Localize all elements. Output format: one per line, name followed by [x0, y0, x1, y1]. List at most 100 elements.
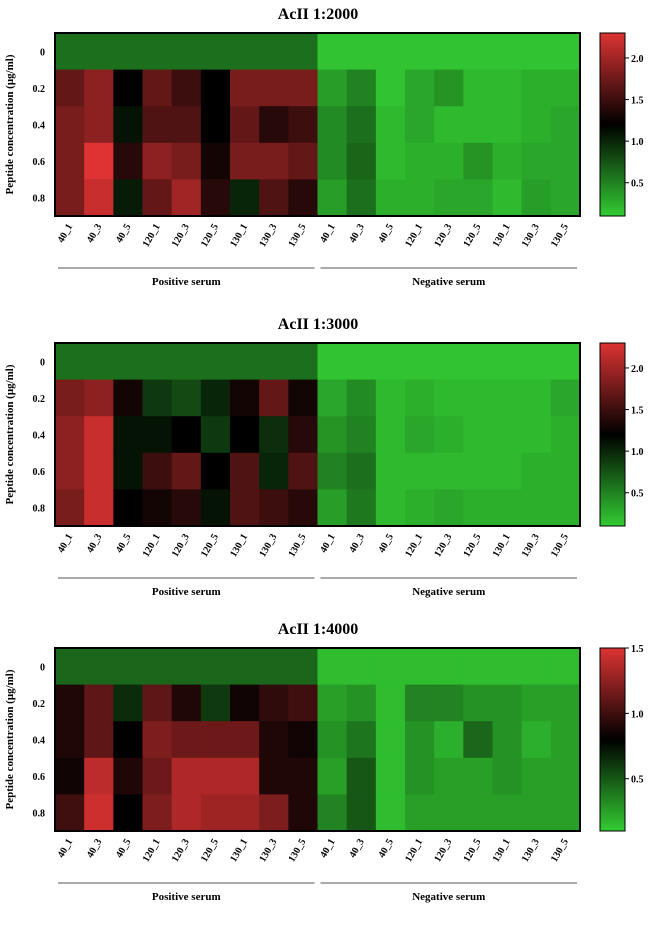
heatmap-cell: [346, 416, 377, 454]
heatmap-cell: [200, 33, 231, 71]
heatmap-cell: [463, 69, 493, 107]
x-tick-label: 120_1: [403, 222, 425, 249]
heatmap-cell: [171, 684, 202, 722]
heatmap-cell: [113, 416, 143, 454]
heatmap-cell: [317, 179, 348, 217]
heatmap-cell: [346, 757, 377, 795]
heatmap-cell: [375, 179, 406, 217]
heatmap-cell: [113, 379, 143, 417]
heatmap-cell: [230, 379, 260, 417]
heatmap-cell: [405, 343, 435, 381]
x-tick-label: 120_3: [432, 532, 454, 559]
heatmap-cell: [55, 343, 85, 381]
colorbar-tick-label: 0.5: [631, 775, 644, 786]
heatmap-cell: [317, 416, 348, 454]
heatmap-cell: [521, 684, 552, 722]
colorbar-tick-label: 1.5: [631, 406, 644, 417]
x-tick-label: 40_1: [318, 532, 338, 555]
heatmap-cell: [288, 489, 318, 527]
heatmap-cell: [171, 757, 202, 795]
heatmap-cell: [142, 648, 173, 686]
colorbar-tick-label: 2.0: [631, 54, 644, 65]
heatmap-cell: [113, 179, 143, 217]
heatmap-cell: [200, 416, 231, 454]
heatmap-cell: [405, 416, 435, 454]
heatmap-cell: [375, 684, 406, 722]
heatmap-cell: [230, 452, 260, 490]
heatmap-cell: [492, 379, 523, 417]
heatmap-cell: [288, 757, 318, 795]
heatmap-cell: [463, 489, 493, 527]
x-tick-label: 130_1: [228, 532, 250, 559]
heatmap-cell: [55, 757, 85, 795]
heatmap-cell: [434, 648, 464, 686]
heatmap-cell: [113, 489, 143, 527]
heatmap-cell: [463, 106, 493, 144]
heatmap-cell: [550, 379, 581, 417]
x-tick-label: 120_5: [461, 222, 483, 249]
heatmap-cell: [463, 721, 493, 759]
heatmap-cell: [142, 684, 173, 722]
heatmap-cell: [375, 489, 406, 527]
heatmap-cell: [375, 721, 406, 759]
x-tick-label: 130_1: [228, 222, 250, 249]
y-tick-label: 0.6: [33, 772, 46, 783]
x-tick-label: 120_3: [432, 837, 454, 864]
x-tick-label: 130_5: [549, 532, 571, 559]
heatmap-cell: [200, 794, 231, 832]
x-tick-label: 120_1: [141, 222, 163, 249]
colorbar: [599, 342, 626, 527]
heatmap-cell: [550, 648, 581, 686]
x-tick-label: 40_3: [85, 222, 105, 245]
heatmap-cell: [317, 721, 348, 759]
heatmap-cell: [317, 142, 348, 180]
heatmap-cell: [259, 489, 289, 527]
heatmap-cell: [375, 452, 406, 490]
heatmap-cell: [317, 648, 348, 686]
heatmap-cell: [288, 452, 318, 490]
heatmap-cell: [346, 179, 377, 217]
heatmap-cell: [434, 33, 464, 71]
heatmap-cell: [259, 379, 289, 417]
colorbar-tick-label: 1.0: [631, 447, 644, 458]
group-label: Negative serum: [412, 276, 485, 288]
heatmap-cell: [200, 343, 231, 381]
x-tick-label: 130_3: [520, 837, 542, 864]
heatmap-cell: [405, 648, 435, 686]
colorbar-tick-label: 2.0: [631, 364, 644, 375]
x-tick-label: 40_1: [56, 222, 76, 245]
heatmap-cell: [171, 489, 202, 527]
heatmap-cell: [259, 794, 289, 832]
x-tick-label: 40_5: [114, 532, 134, 555]
colorbar-tick-label: 1.0: [631, 709, 644, 720]
heatmap-cell: [434, 794, 464, 832]
x-tick-label: 130_3: [520, 532, 542, 559]
heatmap-cell: [492, 33, 523, 71]
heatmap-cell: [171, 33, 202, 71]
heatmap-cell: [288, 179, 318, 217]
y-axis-label: Peptide concentration (μg/ml): [4, 669, 16, 809]
group-label: Negative serum: [412, 586, 485, 598]
heatmap-cell: [463, 416, 493, 454]
y-tick-label: 0.2: [33, 394, 46, 405]
heatmap-cell: [434, 142, 464, 180]
heatmap-cell: [492, 69, 523, 107]
heatmap-cell: [463, 648, 493, 686]
heatmap-cell: [317, 69, 348, 107]
heatmap-cell: [84, 757, 114, 795]
heatmap-cell: [55, 379, 85, 417]
heatmap-cell: [55, 33, 85, 71]
heatmap-cell: [113, 69, 143, 107]
heatmap-cell: [346, 489, 377, 527]
heatmap-cell: [434, 452, 464, 490]
heatmap-cell: [463, 757, 493, 795]
heatmap-cell: [346, 721, 377, 759]
x-tick-label: 120_3: [170, 532, 192, 559]
heatmap-cell: [113, 33, 143, 71]
heatmap-cell: [434, 757, 464, 795]
x-tick-label: 40_5: [114, 222, 134, 245]
x-tick-label: 130_5: [549, 837, 571, 864]
heatmap-cell: [375, 69, 406, 107]
heatmap-cell: [55, 69, 85, 107]
heatmap-panel: AcII 1:3000 Peptide concentration (μg/ml)…: [4, 316, 644, 598]
